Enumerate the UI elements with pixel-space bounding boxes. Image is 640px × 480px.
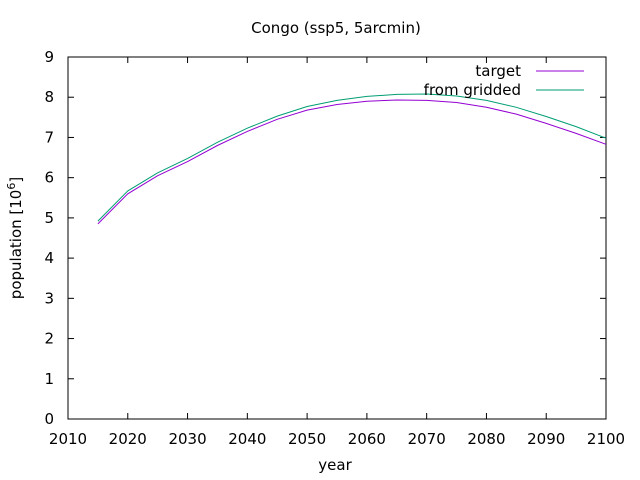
x-tick-label: 2040 (228, 430, 266, 448)
y-tick-label: 0 (44, 410, 54, 428)
x-tick-label: 2020 (109, 430, 147, 448)
chart-title: Congo (ssp5, 5arcmin) (251, 19, 421, 37)
series-line-1 (97, 93, 607, 222)
y-axis-label-main: population [10 (7, 190, 25, 300)
y-axis: 0 1 2 3 4 5 6 7 8 9 (44, 48, 606, 428)
series-line-0 (97, 99, 607, 225)
x-tick-label: 2030 (168, 430, 206, 448)
y-tick-label: 1 (44, 370, 54, 388)
y-tick-label: 8 (44, 88, 54, 106)
x-axis-label: year (318, 456, 352, 474)
x-tick-label: 2060 (348, 430, 386, 448)
x-tick-label: 2100 (587, 430, 625, 448)
y-tick-label: 9 (44, 48, 54, 66)
plot-frame (67, 56, 607, 420)
x-tick-label: 2050 (288, 430, 326, 448)
x-axis: 2010 2020 2030 2040 2050 2060 2070 2080 2090 2100 (49, 57, 625, 448)
y-tick-label: 3 (44, 289, 54, 307)
legend-label-1: from gridded (424, 81, 521, 99)
x-tick-label: 2010 (49, 430, 87, 448)
y-tick-label: 7 (44, 128, 54, 146)
x-tick-label: 2080 (467, 430, 505, 448)
y-tick-label: 2 (44, 330, 54, 348)
series-group (97, 93, 607, 225)
x-tick-label: 2090 (527, 430, 565, 448)
legend-label-0: target (475, 62, 521, 80)
y-axis-label-exponent: 6 (5, 183, 18, 190)
y-tick-label: 6 (44, 169, 54, 187)
y-tick-label: 4 (44, 249, 54, 267)
y-tick-label: 5 (44, 209, 54, 227)
x-tick-label: 2070 (408, 430, 446, 448)
y-axis-label: population [106] (5, 177, 25, 299)
y-axis-label-close: ] (7, 177, 25, 183)
